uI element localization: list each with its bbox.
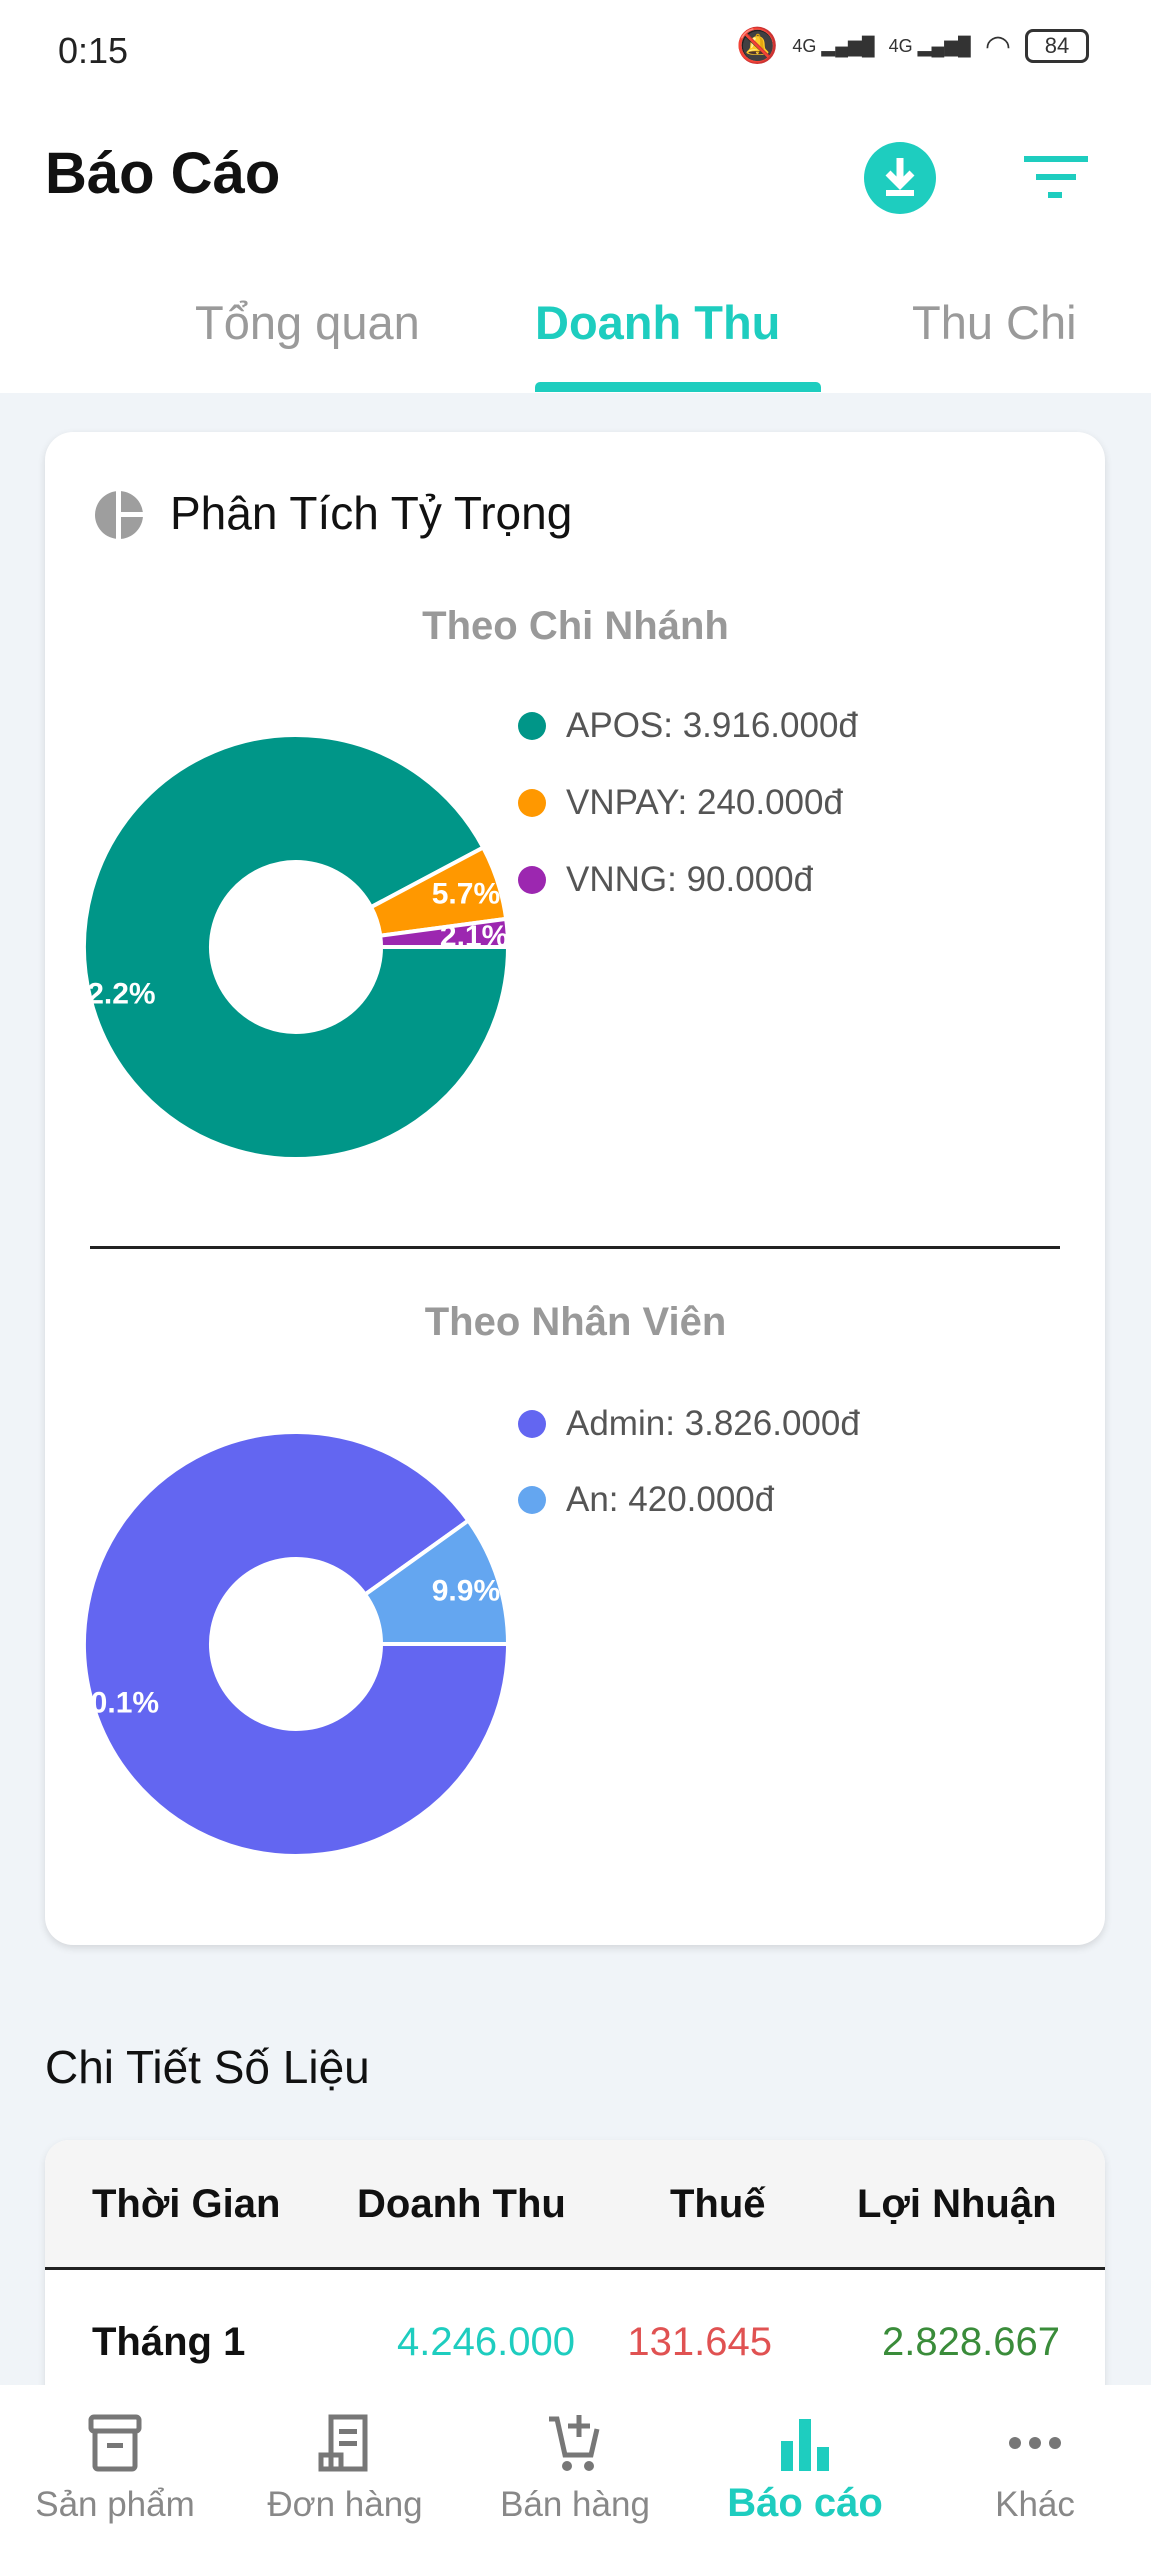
slice-an[interactable]: [362, 1517, 511, 1646]
slice-label: 9.9%: [432, 1574, 500, 1607]
branch-donut-chart: 92.2% 5.7% 2.1%: [71, 733, 511, 1161]
slice-admin[interactable]: [82, 1430, 511, 1858]
column-header: Thời Gian: [92, 2182, 281, 2226]
pie-chart-icon: [95, 490, 144, 540]
details-title: Chi Tiết Số Liệu: [45, 2041, 370, 2093]
tab-thu-chi[interactable]: Thu Chi: [912, 296, 1077, 349]
wifi-icon: ◠: [984, 29, 1011, 63]
mute-bell-icon: 🔕: [736, 27, 779, 65]
app-header: [0, 0, 1151, 393]
column-header: Thuế: [670, 2182, 766, 2226]
slice-label: 90.1%: [74, 1687, 159, 1720]
card-title: Phân Tích Tỷ Trọng: [170, 487, 573, 539]
nav-label: Đơn hàng: [267, 2485, 423, 2524]
legend-label: An: 420.000đ: [566, 1480, 775, 1519]
tab-doanh-thu[interactable]: Doanh Thu: [535, 296, 781, 349]
nav-ban-hang[interactable]: Bán hàng: [460, 2385, 690, 2560]
legend-item: An: 420.000đ: [518, 1480, 774, 1520]
signal-icon: 4G ▂▄▆█: [792, 35, 875, 56]
slice-label: 2.1%: [440, 920, 508, 953]
nav-khac[interactable]: Khác: [920, 2385, 1150, 2560]
column-header: Doanh Thu: [357, 2182, 566, 2226]
nav-san-pham[interactable]: Sản phẩm: [0, 2385, 230, 2560]
download-icon: [885, 158, 915, 196]
legend-item: Admin: 3.826.000đ: [518, 1404, 860, 1444]
legend-dot: [518, 1410, 546, 1438]
battery-icon: 84: [1025, 29, 1089, 63]
status-time: 0:15: [58, 30, 129, 71]
nav-label: Sản phẩm: [35, 2485, 195, 2524]
more-icon: [1009, 2437, 1061, 2449]
slice-vnng[interactable]: [377, 916, 511, 949]
slice-label: 5.7%: [432, 877, 500, 910]
chart-title-branch: Theo Chi Nhánh: [422, 604, 729, 648]
tab-tong-quan[interactable]: Tổng quan: [195, 296, 420, 349]
nav-don-hang[interactable]: Đơn hàng: [230, 2385, 460, 2560]
legend-label: VNPAY: 240.000đ: [566, 783, 843, 822]
staff-donut-chart: 90.1% 9.9%: [74, 1430, 511, 1858]
cell-tax: 131.645: [627, 2320, 772, 2364]
signal-icon: 4G ▂▄▆█: [888, 35, 971, 56]
bar-chart-icon: [781, 2419, 829, 2471]
receipt-icon: [318, 2414, 368, 2472]
slice-label: 92.2%: [71, 978, 156, 1011]
cell-revenue: 4.246.000: [397, 2320, 575, 2364]
bottom-navigation: Sản phẩm Đơn hàng Bán hàng Báo cáo Khác: [0, 2385, 1151, 2560]
chart-title-staff: Theo Nhân Viên: [424, 1300, 727, 1344]
legend-item: APOS: 3.916.000đ: [518, 706, 858, 746]
download-button[interactable]: [864, 142, 936, 214]
nav-label: Khác: [995, 2485, 1075, 2524]
archive-box-icon: [88, 2414, 142, 2472]
column-header: Lợi Nhuận: [857, 2182, 1057, 2226]
table-header: Thời Gian Doanh Thu Thuế Lợi Nhuận: [45, 2140, 1105, 2270]
nav-label: Báo cáo: [727, 2481, 883, 2525]
network-type: 4G: [888, 35, 913, 56]
filter-button[interactable]: [1020, 152, 1092, 206]
legend-item: VNPAY: 240.000đ: [518, 783, 843, 823]
nav-bao-cao[interactable]: Báo cáo: [690, 2385, 920, 2560]
filter-icon: [1024, 156, 1088, 198]
legend-label: Admin: 3.826.000đ: [566, 1404, 860, 1443]
cell-time: Tháng 1: [92, 2320, 246, 2364]
legend-item: VNNG: 90.000đ: [518, 860, 813, 900]
divider: [90, 1246, 1060, 1249]
network-type: 4G: [792, 35, 817, 56]
legend-dot: [518, 789, 546, 817]
status-icons: 🔕 4G ▂▄▆█ 4G ▂▄▆█ ◠ 84: [736, 26, 1089, 66]
active-tab-indicator: [535, 382, 821, 392]
cell-profit: 2.828.667: [882, 2320, 1060, 2364]
nav-label: Bán hàng: [500, 2485, 650, 2524]
legend-label: VNNG: 90.000đ: [566, 860, 814, 899]
legend-dot: [518, 866, 546, 894]
legend-label: APOS: 3.916.000đ: [566, 706, 858, 745]
legend-dot: [518, 1486, 546, 1514]
page-title: Báo Cáo: [45, 141, 281, 206]
add-to-cart-icon: [549, 2415, 600, 2471]
legend-dot: [518, 712, 546, 740]
slice-apos[interactable]: [82, 733, 511, 1161]
